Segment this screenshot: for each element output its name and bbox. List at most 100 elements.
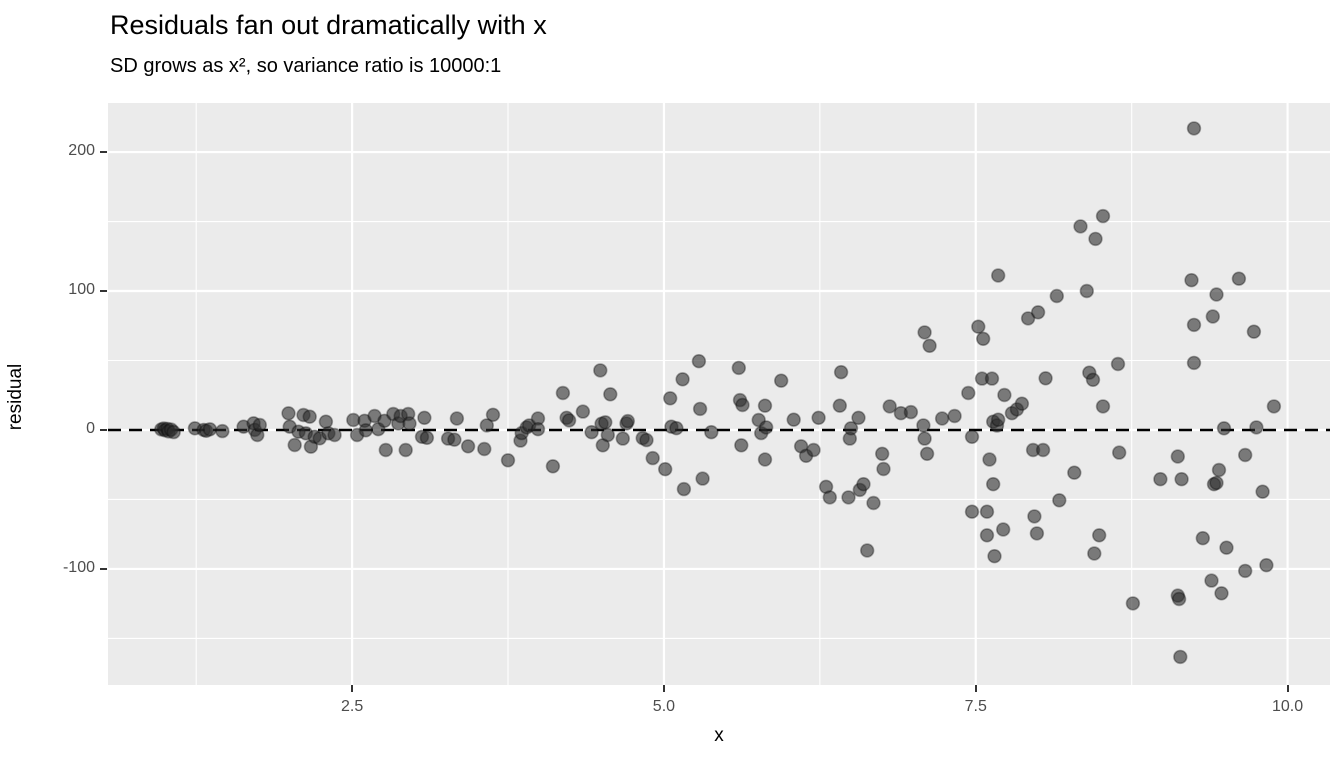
- data-point: [417, 410, 432, 425]
- data-point: [843, 421, 859, 436]
- data-point: [485, 407, 501, 422]
- data-point: [479, 418, 494, 433]
- data-point: [806, 442, 821, 458]
- data-point: [757, 452, 773, 467]
- data-point: [460, 439, 476, 454]
- data-point: [984, 371, 1000, 386]
- data-point: [822, 490, 837, 505]
- data-point: [593, 363, 608, 378]
- data-point: [1125, 596, 1141, 611]
- data-point: [1246, 324, 1262, 339]
- data-point: [302, 409, 317, 424]
- data-point: [979, 528, 995, 543]
- data-point: [971, 319, 986, 334]
- data-point: [377, 413, 392, 428]
- y-tick-label: -100: [62, 558, 95, 576]
- data-point: [1209, 287, 1224, 302]
- y-tick-label: 100: [68, 281, 95, 299]
- data-point: [874, 446, 890, 461]
- data-point: [1049, 288, 1064, 304]
- data-point: [856, 477, 871, 492]
- data-point: [598, 415, 613, 430]
- data-point: [695, 471, 710, 486]
- data-point: [979, 504, 995, 519]
- data-point: [882, 399, 897, 414]
- y-tick-mark: [100, 290, 107, 293]
- data-point: [281, 406, 296, 421]
- data-point: [917, 325, 932, 340]
- data-point: [645, 450, 660, 466]
- data-point: [1237, 447, 1253, 463]
- data-point: [318, 414, 334, 429]
- data-point: [985, 477, 1001, 492]
- data-point: [1095, 399, 1111, 414]
- data-point: [500, 453, 516, 468]
- data-point: [1091, 528, 1107, 543]
- data-point: [327, 427, 342, 443]
- data-point: [1027, 509, 1042, 524]
- data-point: [961, 385, 976, 401]
- data-point: [584, 425, 599, 440]
- data-point: [419, 430, 435, 445]
- data-point: [1173, 649, 1188, 665]
- data-point: [982, 452, 997, 467]
- x-axis-title: x: [714, 725, 724, 746]
- data-point: [990, 268, 1006, 283]
- data-point: [530, 422, 546, 437]
- data-point: [1095, 208, 1111, 224]
- data-point: [1205, 309, 1221, 324]
- x-tick-mark: [351, 685, 354, 692]
- data-point: [1110, 356, 1126, 372]
- data-point: [786, 412, 801, 427]
- data-point: [1153, 472, 1168, 487]
- data-point: [833, 365, 849, 380]
- data-point: [575, 404, 591, 419]
- data-point: [1231, 271, 1247, 286]
- data-point: [561, 413, 577, 428]
- data-point: [675, 372, 690, 387]
- data-point: [166, 424, 181, 440]
- y-tick-label: 0: [86, 419, 95, 437]
- data-point: [1211, 462, 1227, 478]
- data-point: [1186, 355, 1202, 371]
- data-point: [1259, 558, 1274, 573]
- data-point: [1088, 231, 1103, 247]
- data-point: [545, 459, 561, 474]
- data-point: [477, 441, 492, 457]
- x-tick-label: 2.5: [340, 698, 364, 715]
- data-point: [1237, 563, 1253, 579]
- data-point: [731, 360, 746, 376]
- data-point: [1209, 475, 1224, 491]
- data-point: [639, 432, 654, 448]
- x-tick-mark: [1286, 685, 1289, 692]
- data-point: [1170, 449, 1186, 464]
- data-point: [691, 354, 707, 369]
- data-point: [876, 461, 891, 477]
- data-point: [995, 522, 1011, 537]
- data-point: [1030, 305, 1046, 320]
- x-tick-label: 10.0: [1272, 698, 1304, 715]
- data-point: [1079, 283, 1094, 299]
- data-point: [1052, 493, 1067, 508]
- data-point: [287, 437, 302, 453]
- data-point: [252, 417, 268, 433]
- data-point: [990, 412, 1006, 427]
- data-point: [997, 387, 1012, 403]
- data-point: [358, 423, 373, 438]
- scatter-plot-canvas: [108, 103, 1330, 685]
- data-point: [917, 431, 932, 446]
- data-point: [1186, 317, 1202, 333]
- data-point: [1085, 372, 1101, 387]
- y-tick-label: 200: [68, 142, 95, 160]
- data-point: [1014, 396, 1030, 411]
- data-point: [934, 411, 950, 426]
- data-point: [922, 338, 937, 354]
- data-point: [734, 438, 749, 453]
- data-point: [773, 373, 789, 388]
- y-tick-mark: [100, 428, 107, 431]
- data-point: [1216, 421, 1232, 436]
- data-point: [1195, 531, 1211, 546]
- data-point: [398, 442, 413, 458]
- data-point: [1174, 472, 1189, 487]
